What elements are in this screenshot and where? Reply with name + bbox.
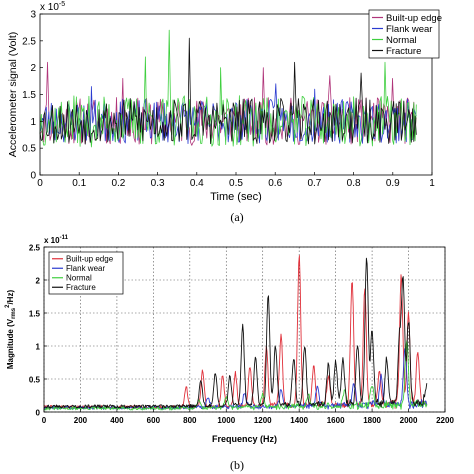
legend-label: Normal [66,274,92,283]
y-tick-label: 1.5 [29,310,41,319]
x-tick-label: 0.6 [268,178,282,189]
x-tick-label: 1000 [217,416,235,425]
y-axis-label: Accelerometer signal (Volt) [7,32,19,157]
x-tick-label: 0.7 [307,178,321,189]
x-tick-label: 0.9 [386,178,400,189]
x-tick-label: 0.4 [190,178,204,189]
x-tick-label: 200 [74,416,88,425]
y-tick-label: 1.5 [22,90,36,101]
legend-label: Built-up edge [386,13,442,24]
y-tick-label: 3 [30,10,36,21]
y-axis-label-main: Accelerometer signal (Volt) [7,32,19,157]
legend-label: Fracture [386,46,421,57]
x-tick-label: 1200 [254,416,272,425]
y-axis-label-sup: 2 [5,304,11,308]
y-tick-label: 0 [30,171,36,182]
chart-a: 0 0.1 0.2 0.3 0.4 0.5 0.6 0.7 0.8 0.9 1 0 0.5 1 1.5 2 2.… [7,1,442,203]
y-tick-label: 0.5 [22,144,36,155]
y-axis-label-main: Magnitude (V [6,318,15,369]
x-tick-label: 800 [183,416,197,425]
y-tick-label: 2.5 [22,36,36,47]
y-exponent: x 10-11 [44,235,69,245]
x-tick-label: 0.8 [347,178,361,189]
series-line-3 [43,257,428,409]
x-tick-label: 1400 [290,416,308,425]
caption-b: (b) [230,458,244,472]
series-line-2 [39,29,417,148]
y-axis-label: Magnitude (Vrms2/Hz) [5,290,17,370]
y-exponent-power: -5 [59,1,65,8]
y-tick-label: 1 [30,117,36,128]
caption-a: (a) [230,210,244,224]
legend-label: Fracture [66,283,96,292]
y-tick-label: 2 [30,63,36,74]
legend-label: Built-up edge [66,255,114,264]
x-axis-label: Time (sec) [210,191,262,203]
x-tick-label: 2200 [436,416,454,425]
y-tick-label: 0 [36,409,41,418]
x-axis-label: Frequency (Hz) [212,434,277,444]
y-tick-label: 2.5 [29,244,41,253]
legend-label: Flank wear [66,264,105,273]
y-tick-label: 2 [36,277,41,286]
chart-b: 0 200 400 600 800 1000 1200 1400 1600 1800 2000 220… [5,235,454,444]
x-tick-label: 400 [110,416,124,425]
legend-label: Flank wear [386,24,432,35]
series-line-3 [39,37,417,145]
x-tick-label: 1600 [327,416,345,425]
x-tick-label: 0.3 [151,178,165,189]
x-tick-label: 1 [429,178,435,189]
x-tick-label: 0 [37,178,43,189]
x-tick-label: 0.2 [111,178,125,189]
y-axis-label-sub: rms [11,307,17,319]
y-tick-label: 1 [36,343,41,352]
x-tick-label: 2000 [400,416,418,425]
x-tick-label: 1800 [363,416,381,425]
y-exponent-power: -11 [60,235,69,241]
y-exponent: x 10-5 [40,1,65,13]
legend-label: Normal [386,35,417,46]
x-tick-label: 0.5 [229,178,243,189]
x-tick-label: 0 [42,416,47,425]
x-tick-label: 600 [147,416,161,425]
y-tick-label: 0.5 [29,376,41,385]
series-line-2 [43,340,428,411]
y-axis-label-tail: /Hz) [6,290,15,305]
x-tick-label: 0.1 [72,178,86,189]
plot-frame [43,246,446,413]
